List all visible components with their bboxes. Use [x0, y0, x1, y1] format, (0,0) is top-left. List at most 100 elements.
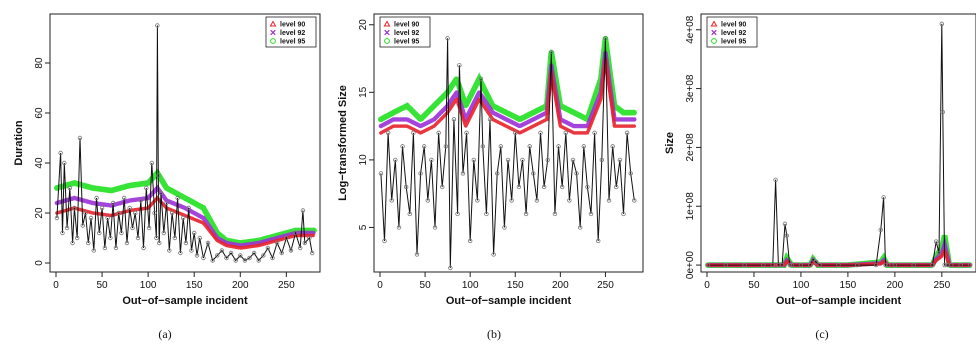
- observed-point: [382, 238, 387, 244]
- plot-frame: [373, 13, 644, 273]
- legend-entry: level 90: [394, 22, 419, 29]
- observed-point: [621, 211, 626, 217]
- observed-point: [585, 184, 590, 190]
- observed-point: [192, 230, 197, 236]
- observed-point: [523, 211, 529, 217]
- observed-point: [251, 250, 257, 256]
- observed-point: [614, 184, 619, 190]
- observed-point: [784, 233, 790, 238]
- observed-point: [414, 252, 420, 257]
- level-90-line: [379, 58, 637, 135]
- observed-point: [782, 221, 788, 227]
- observed-point: [723, 262, 728, 268]
- observed-point: [467, 238, 473, 244]
- observed-point: [516, 184, 522, 190]
- panel-3: 0 50 100 150 200 250 0e+00 1e+08 2e+08 3e+08 4e+08…: [664, 13, 976, 341]
- observed-point: [836, 262, 841, 268]
- observed-point: [169, 210, 175, 216]
- y-tick-label: 2e+08: [685, 133, 696, 162]
- observed-point: [478, 76, 484, 82]
- observed-point: [798, 262, 804, 268]
- observed-point: [67, 185, 73, 191]
- observed-point: [242, 258, 248, 263]
- observed-point: [445, 36, 450, 41]
- x-tick-label: 250: [933, 280, 950, 291]
- level-95-series: [54, 168, 317, 246]
- observed-point: [460, 171, 466, 176]
- level-95-line: [378, 37, 638, 124]
- observed-point: [86, 240, 91, 246]
- observed-point: [135, 235, 141, 241]
- observed-point: [808, 262, 813, 268]
- observed-point: [309, 250, 315, 256]
- observed-point: [167, 248, 172, 253]
- observed-point: [77, 135, 83, 141]
- observed-point: [175, 195, 180, 201]
- observed-point: [91, 248, 96, 253]
- observed-point: [154, 235, 159, 241]
- observed-point: [113, 245, 119, 251]
- observed-point: [498, 144, 504, 149]
- observed-point: [156, 240, 162, 246]
- observed-point: [545, 157, 550, 163]
- plot-frame: [700, 13, 976, 273]
- observed-point: [108, 235, 113, 241]
- observed-point: [541, 184, 547, 190]
- observed-point: [495, 171, 500, 176]
- level-95-line: [54, 168, 317, 246]
- observed-point: [563, 130, 568, 136]
- observed-point: [233, 258, 238, 263]
- y-tick-label: 15: [358, 86, 369, 98]
- y-tick-label: 60: [34, 107, 45, 119]
- y-tick-label: 4e+08: [685, 15, 696, 44]
- observed-point: [302, 240, 307, 246]
- observed-point: [161, 230, 167, 236]
- observed-point: [440, 184, 445, 190]
- y-axis-title: Size: [664, 132, 676, 154]
- x-tick-label: 250: [278, 280, 295, 291]
- x-tick-label: 200: [887, 280, 904, 291]
- observed-point: [127, 205, 132, 211]
- y-tick-label: 10: [358, 154, 369, 166]
- observed-point: [886, 262, 891, 268]
- observed-point: [201, 255, 206, 261]
- observed-point: [883, 262, 888, 268]
- observed-point: [527, 144, 532, 149]
- observed-point: [632, 198, 637, 203]
- observed-point: [878, 227, 883, 232]
- observed-point: [152, 210, 157, 216]
- observed-point: [102, 245, 108, 251]
- observed-point: [552, 211, 558, 217]
- observed-point: [156, 173, 161, 178]
- panel-caption: (c): [815, 327, 828, 341]
- observed-point: [705, 262, 711, 268]
- observed-point: [603, 36, 608, 41]
- panel-2: 0 50 100 150 200 250 5 10 15 20 Out−of−sample inci…: [337, 13, 644, 341]
- observed-point: [407, 211, 412, 217]
- observed-point: [146, 225, 152, 231]
- observed-point: [119, 230, 124, 236]
- observed-point: [288, 248, 294, 253]
- y-tick-label: 3e+08: [685, 74, 696, 103]
- plot-frame: [49, 13, 321, 273]
- observed-point: [194, 253, 200, 258]
- x-tick-label: 250: [597, 280, 614, 291]
- observed-point: [256, 258, 261, 263]
- observed-point: [300, 208, 306, 213]
- observed-point: [520, 157, 525, 163]
- legend-marker-x: [384, 29, 390, 36]
- observed-point: [606, 198, 612, 203]
- level-92-series: [378, 51, 637, 129]
- observed-point: [770, 262, 775, 268]
- legend-entry: level 95: [394, 39, 419, 46]
- x-tick-label: 150: [840, 280, 857, 291]
- level-90-line: [55, 195, 316, 250]
- observed-point: [164, 200, 169, 206]
- observed-point: [429, 157, 434, 163]
- observed-point: [97, 230, 102, 236]
- observed-point: [873, 262, 879, 268]
- legend-entry: level 95: [280, 39, 305, 46]
- observed-point: [549, 49, 554, 54]
